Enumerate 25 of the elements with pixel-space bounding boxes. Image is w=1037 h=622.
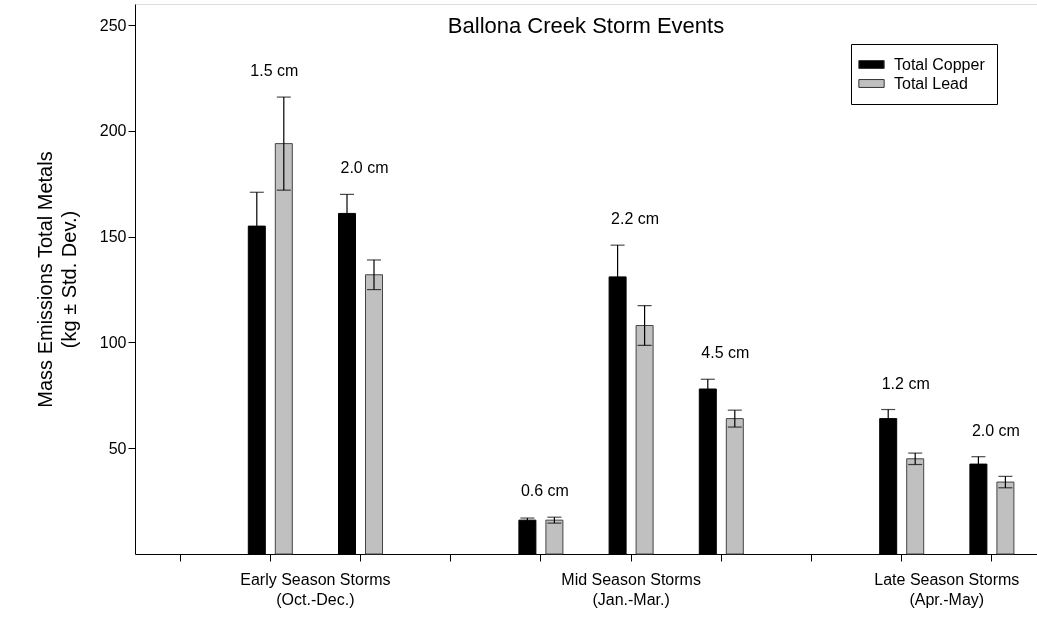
annotation: 2.0 cm (340, 159, 389, 177)
text: Mid Season Storms (Jan.-Mar.) (561, 571, 701, 608)
bar (725, 418, 744, 555)
annotation: 2.2 cm (611, 210, 660, 228)
y-axis-title: Mass Emissions Total Metals (kg ± Std. Dev.) (33, 151, 80, 408)
annotation: 1.5 cm (250, 62, 299, 80)
bar (365, 274, 383, 555)
y-tick-label: 250 (99, 16, 127, 34)
y-tick-label: 100 (99, 333, 127, 351)
bar (906, 458, 925, 555)
annotation: 2.0 cm (971, 421, 1020, 439)
bar (996, 481, 1015, 555)
legend-label: Total Copper (894, 55, 986, 73)
chart-title: Ballona Creek Storm Events (447, 13, 725, 38)
bar (635, 325, 654, 555)
annotation: 4.5 cm (701, 344, 750, 362)
legend-label: Total Lead (894, 74, 968, 92)
y-tick-label: 150 (99, 228, 127, 246)
text: Late Season Storms (Apr.-May) (874, 571, 1020, 608)
annotation: 0.6 cm (520, 482, 569, 500)
text: Early Season Storms (Oct.-Dec.) (240, 571, 391, 608)
annotation: 1.2 cm (881, 374, 930, 392)
y-tick-label: 200 (99, 122, 127, 140)
bar (274, 143, 293, 555)
y-tick-label: 50 (108, 439, 127, 457)
